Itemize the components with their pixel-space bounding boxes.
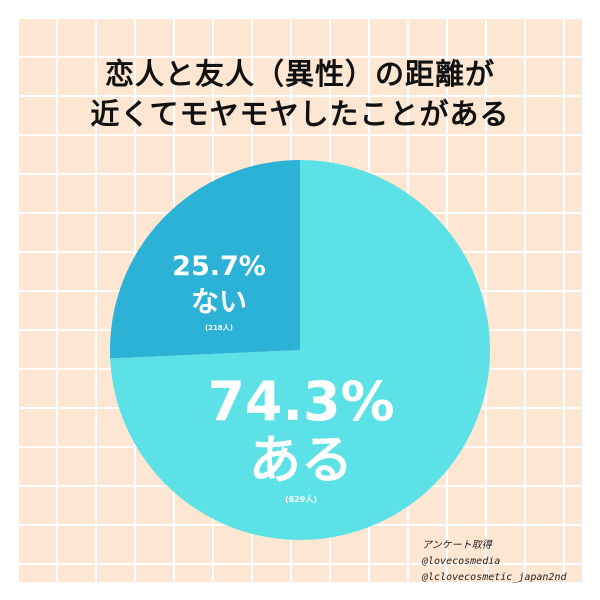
pie-slice-aru (110, 160, 490, 541)
slice-nai-percent: 25.7% (172, 251, 266, 282)
slice-aru-label: ある (249, 431, 353, 491)
slice-nai-label: ない (191, 285, 247, 318)
chart-title-line-2: 近くてモヤモヤしたことがある (90, 97, 510, 131)
slice-nai-count: (218人) (205, 323, 233, 332)
credit-survey: アンケート取得 (422, 540, 492, 551)
credits: アンケート取得 @lovecosmedia @lclovecosmetic_ja… (422, 538, 567, 586)
credit-account-2: @lclovecosmetic_japan2nd (422, 572, 567, 583)
pie-slice-nai (109, 160, 300, 359)
chart-title: 恋人と友人（異性）の距離が 近くてモヤモヤしたことがある (0, 54, 600, 134)
slice-aru-percent: 74.3% (207, 370, 394, 433)
credit-account-1: @lovecosmedia (422, 556, 501, 567)
chart-title-line-1: 恋人と友人（異性）の距離が (104, 57, 495, 91)
slice-aru-count: (629人) (285, 494, 317, 504)
